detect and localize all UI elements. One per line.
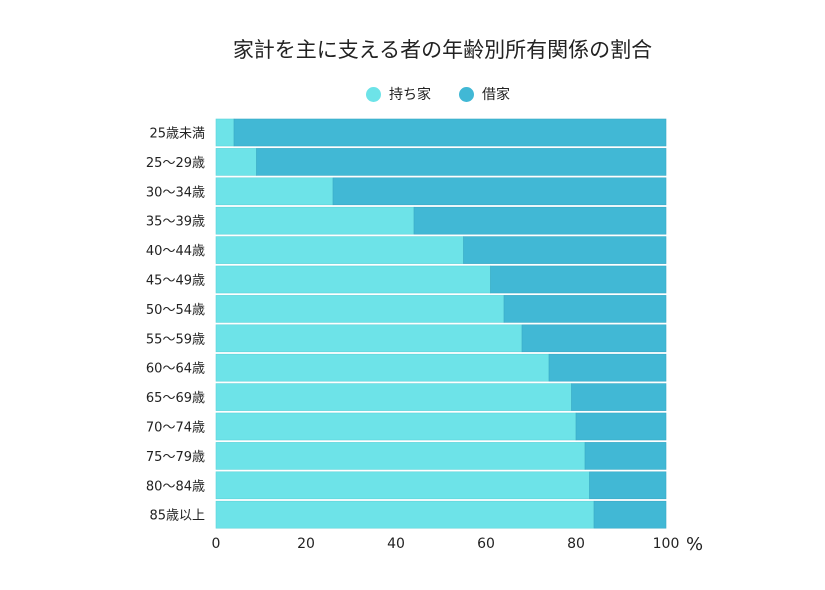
category-label: 45〜49歳 — [146, 274, 205, 289]
bar-owned — [215, 324, 523, 353]
bar-owned — [215, 295, 505, 323]
bar-rented — [575, 412, 667, 441]
bar-rented — [548, 353, 667, 382]
category-label: 30〜34歳 — [146, 185, 205, 200]
category-label: 35〜39歳 — [146, 215, 205, 230]
legend-label-rented: 借家 — [482, 87, 510, 103]
x-tick-label: 80 — [567, 536, 585, 552]
category-label: 80〜84歳 — [146, 479, 205, 494]
bar-owned — [215, 500, 595, 529]
bar-rented — [589, 471, 667, 500]
category-label: 60〜64歳 — [146, 362, 205, 377]
x-tick-label: 100 — [653, 536, 680, 552]
bar-rented — [413, 206, 667, 235]
bar-owned — [215, 206, 415, 235]
bar-rented — [503, 295, 667, 323]
chart-title: 家計を主に支える者の年齢別所有関係の割合 — [232, 38, 653, 62]
bar-owned — [215, 412, 577, 441]
legend-label-owned: 持ち家 — [389, 87, 431, 103]
bar-owned — [215, 118, 235, 147]
bar-rented — [593, 500, 667, 529]
legend-swatch-rented — [459, 86, 474, 102]
bar-rented — [463, 236, 667, 264]
x-tick-label: 20 — [297, 536, 315, 552]
category-label: 55〜59歳 — [146, 332, 205, 347]
category-label: 50〜54歳 — [146, 303, 205, 318]
bar-owned — [215, 148, 257, 176]
bar-owned — [215, 471, 590, 500]
bar-rented — [233, 118, 667, 147]
bar-rented — [256, 148, 667, 176]
bar-owned — [215, 265, 491, 294]
x-tick-label: 40 — [387, 536, 405, 552]
x-tick-label: 60 — [477, 536, 495, 552]
legend: 持ち家 借家 — [366, 84, 510, 104]
bar-rented — [490, 265, 667, 294]
bar-owned — [215, 236, 464, 264]
category-label: 70〜74歳 — [146, 421, 205, 436]
x-axis-label: % — [686, 534, 703, 555]
bar-owned — [215, 383, 572, 411]
category-label: 25歳未満 — [149, 127, 205, 142]
bar-owned — [215, 177, 334, 206]
category-label: 40〜44歳 — [146, 244, 205, 259]
legend-item-owned[interactable]: 持ち家 — [366, 84, 431, 104]
category-label: 25〜29歳 — [146, 156, 205, 171]
bar-rented — [571, 383, 667, 411]
legend-item-rented[interactable]: 借家 — [459, 84, 510, 104]
category-label: 65〜69歳 — [146, 391, 205, 406]
x-tick-label: 0 — [212, 536, 221, 552]
bar-owned — [215, 442, 586, 470]
bar-rented — [332, 177, 667, 206]
bar-rented — [521, 324, 667, 353]
category-label: 85歳以上 — [149, 509, 205, 524]
category-label: 75〜79歳 — [146, 450, 205, 465]
bar-owned — [215, 353, 550, 382]
legend-swatch-owned — [366, 86, 381, 102]
bar-rented — [584, 442, 667, 470]
